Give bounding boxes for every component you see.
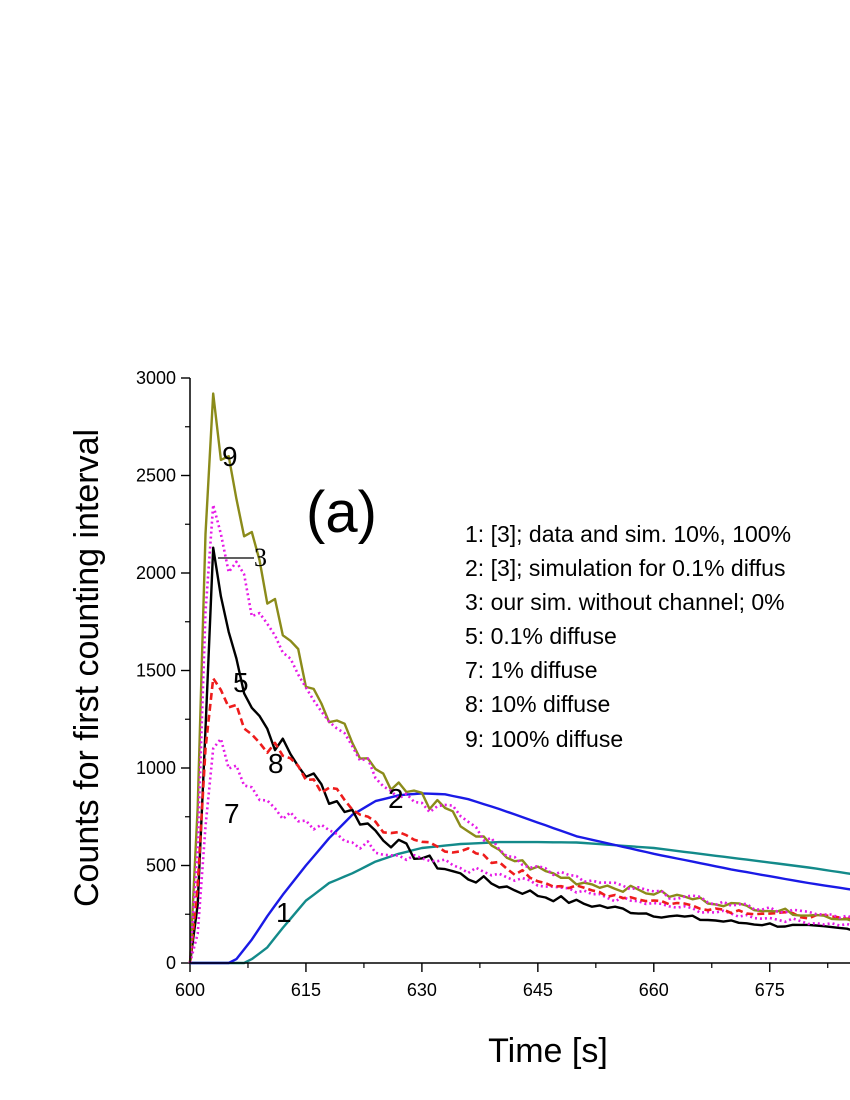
curve-label-8: 8 — [268, 748, 284, 779]
x-tick-label: 660 — [639, 980, 669, 1000]
curve-label-7: 7 — [224, 798, 240, 829]
y-tick-label: 2500 — [136, 466, 176, 486]
series-line-3 — [188, 503, 850, 964]
legend-entry: 1: [3]; data and sim. 10%, 100% — [465, 521, 791, 547]
legend-entry: 3: our sim. without channel; 0% — [465, 589, 785, 615]
x-tick-label: 675 — [755, 980, 785, 1000]
curve-labels: 9 3 5 8 7 2 1 — [218, 441, 404, 928]
x-tick-labels: 60061563064566067569070572073 — [175, 980, 785, 1000]
curve-label-5: 5 — [233, 667, 249, 698]
y-tick-label: 500 — [146, 856, 176, 876]
series-line-5 — [188, 546, 850, 964]
y-tick-label: 3000 — [136, 368, 176, 388]
legend-entry: 8: 10% diffuse — [465, 691, 610, 717]
x-tick-label: 615 — [291, 980, 321, 1000]
series-line-2 — [190, 792, 850, 965]
curve-label-1: 1 — [276, 897, 292, 928]
y-axis-title: Counts for first counting interval — [68, 429, 106, 907]
x-tick-label: 630 — [407, 980, 437, 1000]
y-tick-label: 1000 — [136, 758, 176, 778]
y-tick-label: 1500 — [136, 661, 176, 681]
curve-label-9: 9 — [222, 441, 238, 472]
panel-label: (a) — [306, 480, 377, 545]
legend-entry: 2: [3]; simulation for 0.1% diffus — [465, 555, 785, 581]
legend-entry: 9: 100% diffuse — [465, 726, 623, 752]
x-tick-label: 645 — [523, 980, 553, 1000]
series-line-7 — [188, 737, 850, 964]
legend-entry: 7: 1% diffuse — [465, 657, 598, 683]
legend: 1: [3]; data and sim. 10%, 100% 2: [3]; … — [465, 521, 791, 752]
series-line-1 — [190, 840, 850, 965]
x-axis-title: Time [s] — [488, 1032, 608, 1070]
chart-curves — [188, 392, 850, 965]
x-tick-label: 600 — [175, 980, 205, 1000]
curve-label-2: 2 — [388, 783, 404, 814]
axis-ticks — [181, 377, 829, 972]
y-tick-label: 2000 — [136, 563, 176, 583]
y-tick-labels: 0 500 1000 1500 2000 2500 3000 — [136, 368, 176, 973]
y-tick-label: 0 — [166, 953, 176, 973]
curve-label-3: 3 — [254, 543, 267, 572]
legend-entry: 5: 0.1% diffuse — [465, 623, 617, 649]
